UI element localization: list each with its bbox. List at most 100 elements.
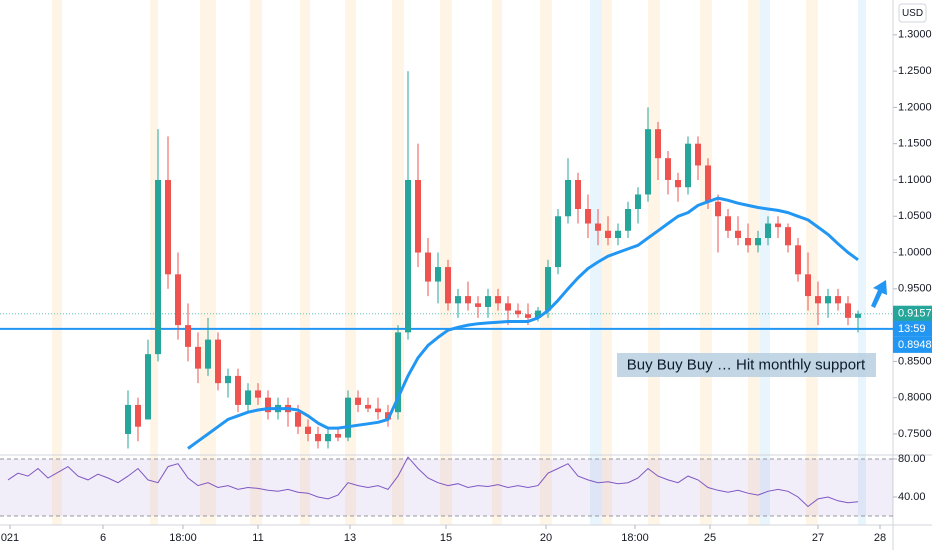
rsi-tick-label: 40.00 [898,491,926,503]
candle-body [715,201,721,217]
candle-body [805,274,811,297]
candle-body [225,375,231,384]
last-price-label: 0.9157 [898,308,932,320]
candle-body [595,223,601,231]
candle-body [655,129,661,159]
candle-body [345,397,351,438]
session-band [392,0,404,525]
support-label: 0.8948 [898,339,932,351]
rsi-band [0,458,893,516]
y-tick-label: 1.3000 [898,29,932,41]
session-band [345,0,356,525]
y-tick-label: 1.1500 [898,138,932,150]
candle-body [205,339,211,369]
session-band [52,0,62,525]
candle-body [125,404,131,434]
session-band [700,0,712,525]
candle-body [475,303,481,307]
session-band [200,0,216,525]
countdown-label: 13:59 [898,323,926,335]
candle-body [175,274,181,326]
candle-body [665,158,671,180]
candle-body [755,238,761,246]
session-band [648,0,660,525]
candle-body [315,433,321,442]
candle-body [385,412,391,420]
x-tick-label: 6 [100,532,106,544]
session-band [748,0,760,525]
support-box [893,336,932,353]
currency: USD [902,8,923,19]
candle-body [535,310,541,318]
candle-body [525,314,531,318]
candle-body [395,332,401,413]
currency-box [898,3,927,23]
candle-body [705,165,711,202]
candle-body [575,179,581,209]
candle-body [725,216,731,231]
session-band [300,0,310,525]
candle-body [615,230,621,239]
candle-body [695,143,701,166]
x-tick-label: 18:00 [621,532,649,544]
y-tick-label: 1.2500 [898,65,932,77]
candle-body [505,303,511,311]
session-band [440,0,452,525]
candle-body [265,397,271,413]
candle-body [835,296,841,304]
candle-body [855,313,861,318]
session-band [806,0,818,525]
candle-body [555,216,561,268]
y-tick-label: 0.8000 [898,392,932,404]
candle-body [425,252,431,282]
session-band [858,0,866,525]
x-tick-label: 20 [540,532,552,544]
y-tick-label: 1.0000 [898,246,932,258]
candle-body [335,433,341,438]
session-band [250,0,262,525]
candle-body [795,245,801,275]
candle-body [375,408,381,413]
candle-body [235,375,241,405]
candle-body [675,179,681,188]
candle-body [565,179,571,217]
candle-body [185,325,191,347]
candle-body [365,404,371,409]
candle-body [745,238,751,246]
session-band [492,0,502,525]
candle-body [465,296,471,304]
x-tick-label: 11 [252,532,263,544]
candle-body [145,354,151,420]
arrow [871,280,887,308]
candle-body [685,143,691,188]
candle-body [325,433,331,442]
x-tick-label: 18:00 [169,532,197,544]
candle-body [445,267,451,304]
candle-body [545,267,551,311]
session-bands [52,0,866,525]
candle-body [815,296,821,304]
candle-body [735,230,741,239]
x-tick-label: 13 [344,532,356,544]
candle-body [295,412,301,427]
candle-body [245,390,251,405]
candle-body [515,310,521,315]
annotation-box [617,353,876,377]
candle-body [645,129,651,195]
session-band [150,0,158,525]
candle-body [625,208,631,231]
candle-body [305,426,311,434]
candle-body [585,208,591,224]
y-tick-label: 1.2000 [898,101,932,113]
session-band [760,0,770,525]
rsi-line [7,456,859,508]
candle-body [435,267,441,282]
candle-body [135,404,141,427]
candle-body [215,339,221,384]
candle-body [165,179,171,275]
rsi-tick-label: 80.00 [898,453,926,465]
candle-body [485,296,491,307]
candle-body [605,230,611,239]
candle-body [635,194,641,209]
y-tick-label: 0.8500 [898,355,932,367]
